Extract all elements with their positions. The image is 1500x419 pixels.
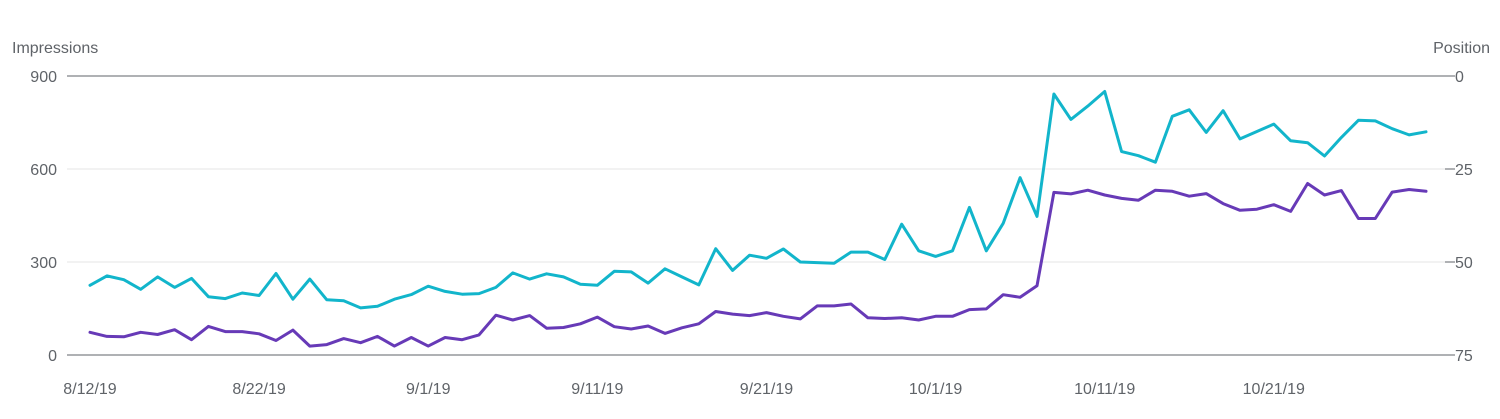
x-tick-label: 9/1/19 <box>406 381 451 398</box>
x-tick-label: 8/12/19 <box>63 381 116 398</box>
right-tick-label: 50 <box>1455 255 1473 272</box>
left-tick-label: 0 <box>48 348 57 365</box>
x-tick-label: 9/11/19 <box>571 381 623 398</box>
tick-layer: 0 300 600 900 0 25 50 75 8/12/19 8/22/19 9/1/19 9/1… <box>30 69 1473 398</box>
x-tick-label: 10/1/19 <box>909 381 962 398</box>
x-tick-label: 9/21/19 <box>740 381 793 398</box>
left-tick-label: 600 <box>30 162 57 179</box>
x-tick-label: 10/11/19 <box>1074 381 1135 398</box>
left-tick-label: 900 <box>30 69 57 86</box>
left-tick-label: 300 <box>30 255 57 272</box>
position-line <box>88 182 1428 348</box>
grid-layer <box>67 75 1445 356</box>
impressions-line <box>88 90 1428 310</box>
x-tick-label: 8/22/19 <box>232 381 285 398</box>
right-tick-label: 75 <box>1455 348 1473 365</box>
right-tick-label: 25 <box>1455 162 1473 179</box>
right-axis-title: Position <box>1433 40 1490 57</box>
series-layer <box>88 90 1428 348</box>
left-axis-title: Impressions <box>12 40 98 57</box>
right-tick-label: 0 <box>1455 69 1464 86</box>
x-tick-label: 10/21/19 <box>1243 381 1305 398</box>
